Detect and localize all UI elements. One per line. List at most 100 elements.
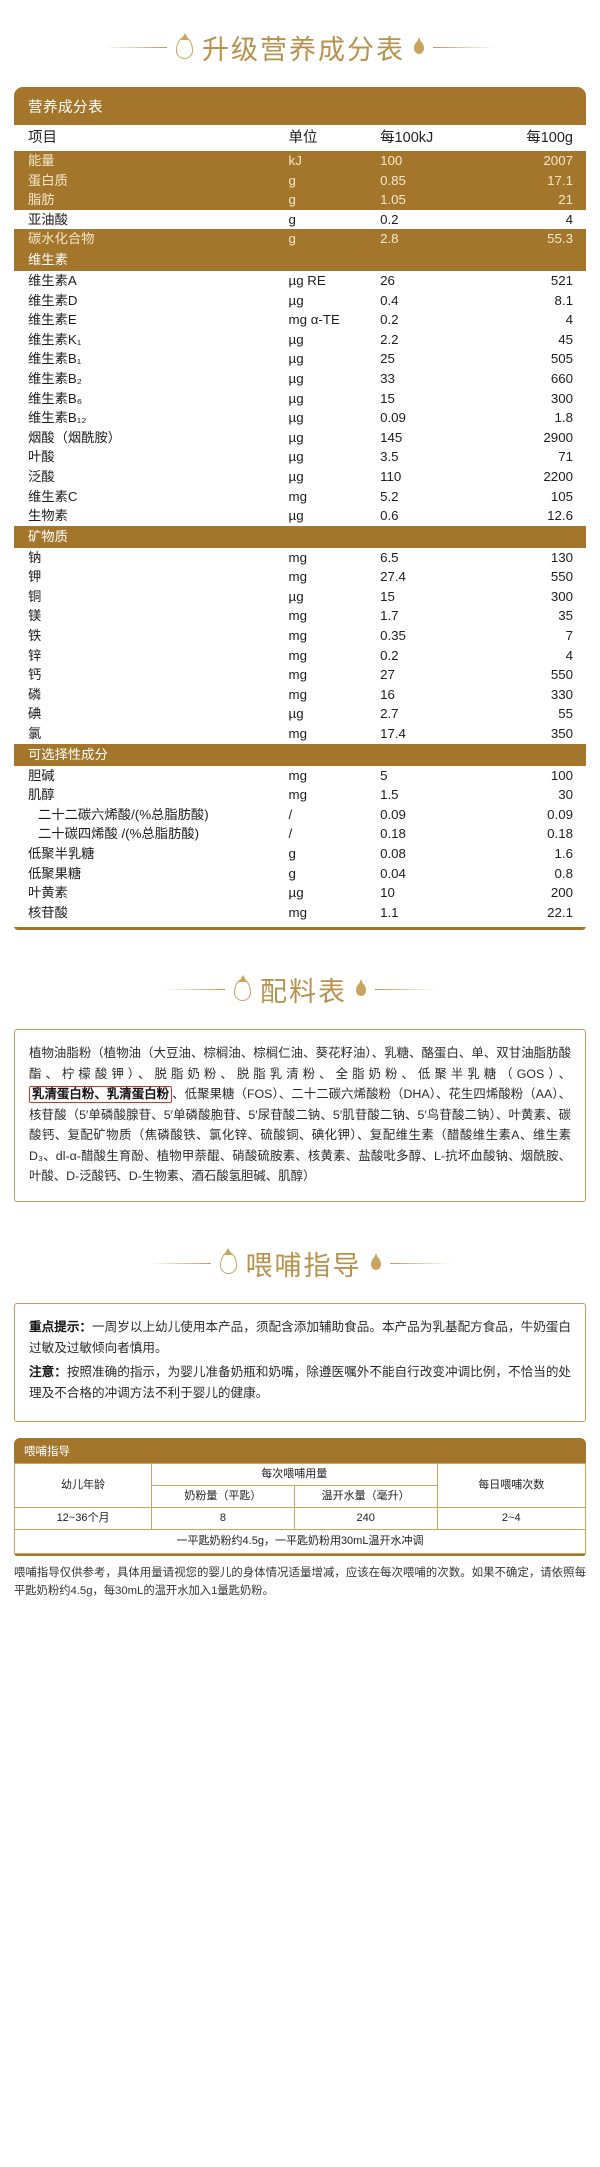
cell-item: 胆碱 [14, 765, 289, 786]
feeding-lead-paragraph: 重点提示：一周岁以上幼儿使用本产品，须配含添加辅助食品。本产品为乳基配方食品，牛… [29, 1317, 571, 1360]
cell-item: 维生素C [14, 486, 289, 507]
nutrition-table: 营养成分表 项目 单位 每100kJ 每100g 能量 kJ 100 2007 蛋白质 g… [14, 87, 586, 931]
cell-per-100g: 521 [477, 270, 586, 291]
cell-per-100g: 17.1 [477, 170, 586, 191]
cell-unit: µg [288, 408, 381, 428]
nutrition-row: 叶黄素 µg 10 200 [14, 883, 586, 903]
cell-unit: µg [288, 506, 381, 526]
table-row: 12~36个月 8 240 2~4 [14, 1506, 586, 1530]
cell-per-100g: 200 [477, 883, 586, 903]
nutrition-row: 低聚半乳糖 g 0.08 1.6 [14, 844, 586, 864]
cell-item: 镁 [14, 606, 289, 627]
cell-per-100kj: 0.2 [380, 209, 478, 230]
cell-per-100kj: 0.04 [380, 863, 478, 884]
cell-unit: µg [288, 388, 381, 409]
cell-per-100g: 1.8 [477, 408, 586, 428]
cell-unit: g [288, 190, 381, 210]
nutrition-section-label: 矿物质 [14, 525, 586, 548]
feeding-table-caption: 喂哺指导 [24, 1445, 70, 1458]
ingredient-list: 植物油脂粉（植物油（大豆油、棕榈油、棕榈仁油、葵花籽油）、乳糖、酪蛋白、单、双甘… [14, 1029, 586, 1202]
ornament-rule-left [148, 1262, 211, 1264]
nutrition-row: 泛酸 µg 110 2200 [14, 466, 586, 487]
cell-unit: µg [288, 290, 381, 311]
cell-per-100kj: 1.7 [380, 606, 478, 627]
feeding-section-title: 喂哺指导 [0, 1202, 600, 1303]
header-water: 温开水量（毫升） [293, 1484, 438, 1508]
ornament-rule-left [163, 989, 225, 991]
nutrition-row: 锌 mg 0.2 4 [14, 645, 586, 666]
nutrition-row: 磷 mg 16 330 [14, 684, 586, 705]
cell-unit: mg [288, 724, 381, 744]
feeding-lead-label: 重点提示： [29, 1319, 93, 1334]
feeding-footnote: 喂哺指导仅供参考，具体用量请视您的婴儿的身体情况适量增减，应该在每次喂哺的次数。… [14, 1566, 586, 1597]
cell-unit: mg [288, 765, 381, 786]
nutrition-row: 核苷酸 mg 1.1 22.1 [14, 902, 586, 923]
cell-age: 12~36个月 [14, 1506, 153, 1530]
cell-item: 铜 [14, 586, 289, 607]
nutrition-facts-table: 项目 单位 每100kJ 每100g 能量 kJ 100 2007 蛋白质 g 0.85 17… [14, 125, 586, 928]
nutrition-row: 维生素E mg α-TE 0.2 4 [14, 310, 586, 330]
nutrition-section-header: 可选择性成分 [14, 743, 586, 766]
nutrition-row: 维生素C mg 5.2 105 [14, 486, 586, 507]
cell-item: 二十二碳六烯酸/(%总脂肪酸) [14, 804, 289, 825]
cell-per-100kj: 1.05 [380, 190, 478, 210]
cell-per-100g: 350 [477, 724, 586, 744]
table-header-row: 项目 单位 每100kJ 每100g [14, 125, 586, 151]
cell-unit: / [288, 824, 381, 844]
table-header-row-top: 幼儿年龄 每次喂哺用量 每日喂哺次数 [14, 1462, 586, 1508]
cell-per-100g: 21 [477, 190, 586, 210]
ingredient-title: 配料表 [260, 977, 347, 1008]
cell-scoop-note: 一平匙奶粉约4.5g，一平匙奶粉用30mL温开水冲调 [14, 1528, 586, 1554]
cell-per-100kj: 27 [380, 665, 478, 685]
cell-per-100g: 300 [477, 388, 586, 409]
nutrition-row: 维生素A µg RE 26 521 [14, 270, 586, 291]
header-age: 幼儿年龄 [14, 1462, 153, 1508]
cell-per-100g: 1.6 [477, 844, 586, 864]
cell-per-100g: 550 [477, 567, 586, 587]
cell-per-100g: 7 [477, 626, 586, 646]
nutrition-row: 铜 µg 15 300 [14, 586, 586, 607]
cell-per-100g: 22.1 [477, 902, 586, 923]
cell-unit: mg [288, 486, 381, 507]
cell-unit: mg α-TE [288, 310, 381, 330]
cell-per-100g: 0.18 [477, 824, 586, 844]
cell-per-100kj: 0.85 [380, 170, 478, 191]
nutrition-row: 亚油酸 g 0.2 4 [14, 209, 586, 230]
nutrition-row: 铁 mg 0.35 7 [14, 626, 586, 646]
nutrition-row: 维生素D µg 0.4 8.1 [14, 290, 586, 311]
ornament-rule-right [433, 47, 495, 48]
nutrition-section-header: 矿物质 [14, 525, 586, 548]
nutrition-section-header: 维生素 [14, 248, 586, 271]
nutrition-row: 维生素B₁ µg 25 505 [14, 349, 586, 369]
cell-per-100kj: 33 [380, 368, 478, 389]
ornament-rule-right [389, 1262, 452, 1264]
cell-unit: µg [288, 586, 381, 607]
nutrition-row: 钾 mg 27.4 550 [14, 567, 586, 587]
pad-cell [14, 922, 586, 928]
cell-unit: µg [288, 704, 381, 725]
cell-unit: mg [288, 547, 381, 568]
cell-item: 维生素K₁ [14, 329, 289, 350]
nutrition-row: 碘 µg 2.7 55 [14, 704, 586, 725]
cell-item: 二十碳四烯酸 /(%总脂肪酸) [14, 824, 289, 844]
cell-item: 铁 [14, 626, 289, 646]
cell-unit: mg [288, 645, 381, 666]
page-title: 升级营养成分表 [202, 35, 405, 65]
feeding-title: 喂哺指导 [245, 1250, 362, 1281]
cell-item: 蛋白质 [14, 170, 289, 191]
cell-per-100g: 330 [477, 684, 586, 705]
nutrition-row: 低聚果糖 g 0.04 0.8 [14, 863, 586, 884]
ornament-rule-right [375, 989, 437, 991]
nutrition-row: 胆碱 mg 5 100 [14, 765, 586, 786]
cell-per-100g: 12.6 [477, 506, 586, 526]
cell-unit: g [288, 229, 381, 249]
cell-unit: µg [288, 883, 381, 903]
cell-per-100kj: 0.6 [380, 506, 478, 526]
cell-per-100g: 4 [477, 209, 586, 230]
cell-per-100g: 0.8 [477, 863, 586, 884]
ingredient-text-part2: 、低聚果糖（FOS）、二十二碳六烯酸粉（DHA）、花生四烯酸粉（AA）、核苷酸（… [29, 1087, 571, 1184]
header-times: 每日喂哺次数 [436, 1462, 586, 1508]
cell-water: 240 [293, 1506, 438, 1530]
table-header-row-sub: 奶粉量（平匙） 温开水量（毫升） [15, 1484, 586, 1508]
cell-per-100g: 8.1 [477, 290, 586, 311]
